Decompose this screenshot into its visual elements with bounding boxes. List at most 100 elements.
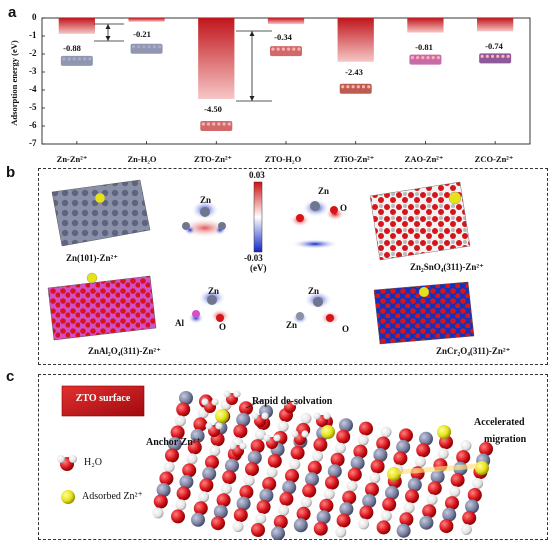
lattice-atom	[365, 482, 379, 497]
lattice-atom	[346, 480, 358, 492]
water-molecule	[291, 430, 309, 445]
lattice-atom	[232, 521, 244, 533]
lattice-atom	[456, 450, 471, 465]
lattice-atom	[353, 444, 368, 459]
lattice-atom	[167, 437, 182, 451]
value-label: -0.81	[415, 42, 433, 52]
water-molecule	[251, 412, 269, 427]
water-molecule	[281, 398, 299, 413]
lattice-atom	[342, 490, 357, 505]
y-tick-label: -2	[29, 48, 37, 58]
lattice-atom	[396, 439, 411, 454]
adsorbed-zn-ion	[321, 425, 335, 439]
lattice-atom	[300, 412, 312, 424]
lattice-atom	[187, 440, 202, 455]
lattice-atom	[236, 496, 251, 511]
lattice-atom	[186, 453, 198, 465]
lattice-atom	[300, 496, 312, 508]
zao-structure	[47, 272, 157, 341]
adsorption-energy-chart	[41, 17, 531, 145]
lattice-atom	[211, 516, 225, 531]
lattice-atom	[179, 391, 193, 405]
lattice-atom	[312, 450, 324, 462]
lattice-atom	[358, 518, 370, 530]
lattice-atom	[176, 486, 191, 501]
lattice-atom	[362, 494, 377, 508]
lattice-atom	[243, 475, 255, 487]
lattice-atom	[422, 504, 437, 519]
lattice-atom	[152, 507, 164, 519]
lattice-atom	[250, 439, 265, 454]
colorbar-min: -0.03	[244, 253, 263, 263]
zto-structure	[369, 181, 471, 261]
atom-label-o: O	[219, 322, 227, 332]
water-molecule	[229, 442, 247, 457]
lattice-atom	[445, 496, 459, 511]
lattice-atom	[302, 483, 317, 498]
lattice-atom	[176, 402, 191, 417]
lattice-atom	[359, 421, 373, 436]
structure-thumbnail	[200, 121, 233, 131]
value-label: -0.74	[485, 41, 503, 51]
water-molecule	[313, 412, 331, 427]
lattice-atom	[175, 499, 187, 511]
lattice-atom	[247, 450, 262, 465]
atom-label-zn: Zn	[200, 195, 212, 205]
lattice-atom	[472, 478, 484, 489]
lattice-atom	[156, 483, 171, 497]
category-label: Zn-H₂O	[127, 154, 157, 164]
adsorbed-zn-ion	[437, 425, 451, 439]
desolvation-annotation: Rapid de-solvation	[252, 396, 333, 407]
category-label: ZTO-H₂O	[264, 154, 302, 164]
panel-b-frame	[38, 168, 548, 365]
adsorbed-zn-ion	[215, 409, 229, 423]
lattice-atom	[319, 498, 334, 513]
y-tick-label: -3	[29, 66, 37, 76]
category-label: ZTiO-Zn²⁺	[333, 154, 375, 164]
migration-annotation: migration	[484, 434, 527, 445]
lattice-atom	[327, 464, 342, 479]
panel-a-letter: a	[8, 4, 17, 21]
lattice-atom	[380, 426, 392, 438]
cdd-map-zn101	[179, 200, 231, 238]
lattice-atom	[239, 401, 253, 416]
lattice-atom	[209, 445, 221, 457]
lattice-atom	[262, 477, 277, 491]
lattice-atom	[385, 485, 399, 500]
lattice-atom	[193, 501, 208, 516]
lattice-atom	[316, 510, 331, 525]
lattice-atom	[336, 429, 351, 444]
y-tick-label: -5	[29, 102, 37, 112]
atom-label-o: O	[340, 203, 348, 213]
lattice-atom	[347, 467, 362, 482]
lattice-atom	[460, 440, 472, 452]
bar	[58, 18, 95, 34]
lattice-atom	[254, 429, 266, 441]
lattice-atom	[279, 491, 294, 506]
lattice-atom	[193, 417, 208, 432]
lattice-atom	[205, 455, 219, 470]
lattice-atom	[259, 488, 274, 503]
lattice-atom	[239, 485, 254, 500]
lattice-atom	[350, 456, 365, 471]
lattice-atom	[236, 412, 251, 427]
lattice-atom	[380, 510, 392, 522]
water-legend-icon	[57, 455, 77, 471]
zto-surface-illustration	[61, 385, 493, 540]
lattice-atom	[225, 458, 239, 473]
colorbar-max: 0.03	[249, 170, 265, 180]
lattice-atom	[335, 526, 347, 538]
lattice-atom	[233, 508, 248, 523]
lattice-atom	[190, 428, 205, 443]
lattice-atom	[313, 521, 328, 536]
water-molecule	[205, 422, 223, 437]
lattice-atom	[165, 448, 179, 463]
lattice-atom	[405, 489, 419, 504]
lattice-atom	[437, 448, 449, 460]
zto-surface-legend-label: ZTO surface	[75, 393, 131, 404]
lattice-atom	[245, 462, 259, 477]
structure-thumbnail	[60, 55, 93, 66]
lattice-atom	[277, 421, 289, 432]
category-label: Zn-Zn²⁺	[56, 154, 88, 164]
panel-c-frame	[38, 374, 548, 540]
